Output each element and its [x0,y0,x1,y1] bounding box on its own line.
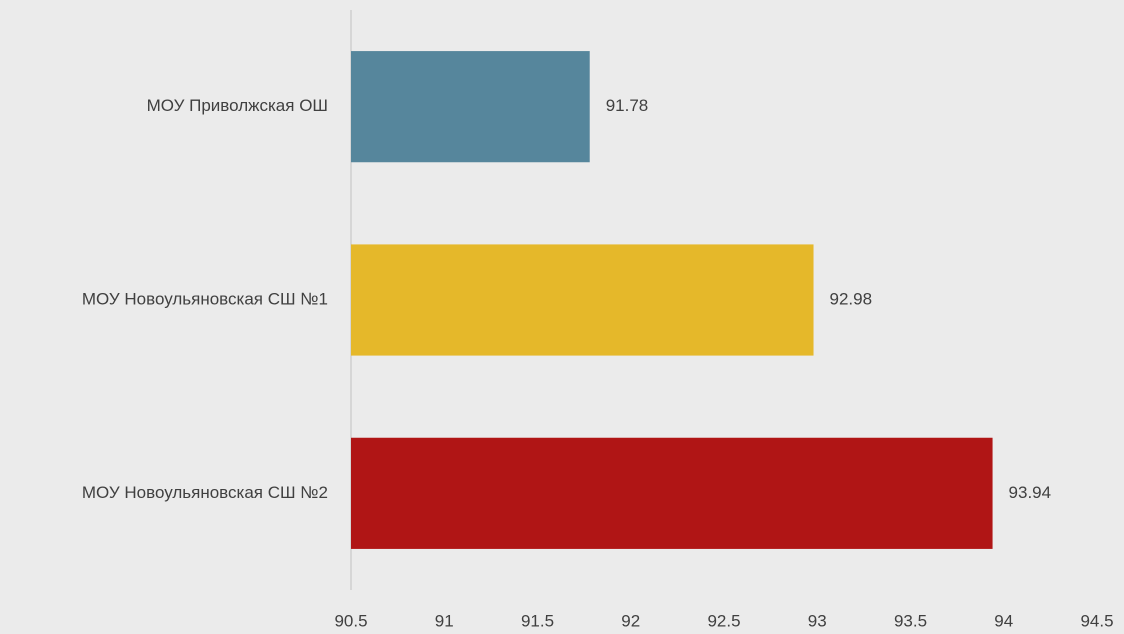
x-tick-label: 92.5 [707,611,740,630]
x-tick-label: 93 [808,611,827,630]
data-label: 93.94 [1009,483,1052,502]
bar [351,51,590,163]
bar [351,437,993,549]
x-tick-label: 94 [994,611,1013,630]
y-tick-label: МОУ Приволжская ОШ [147,96,328,115]
x-tick-label: 91.5 [521,611,554,630]
x-tick-label: 91 [435,611,454,630]
y-tick-label: МОУ Новоульяновская СШ №1 [82,289,328,308]
y-tick-label: МОУ Новоульяновская СШ №2 [82,483,328,502]
data-label: 91.78 [606,96,649,115]
x-tick-label: 93.5 [894,611,927,630]
x-tick-label: 90.5 [334,611,367,630]
x-tick-label: 92 [621,611,640,630]
data-label: 92.98 [830,289,873,308]
x-tick-label: 94.5 [1080,611,1113,630]
bar [351,244,814,356]
